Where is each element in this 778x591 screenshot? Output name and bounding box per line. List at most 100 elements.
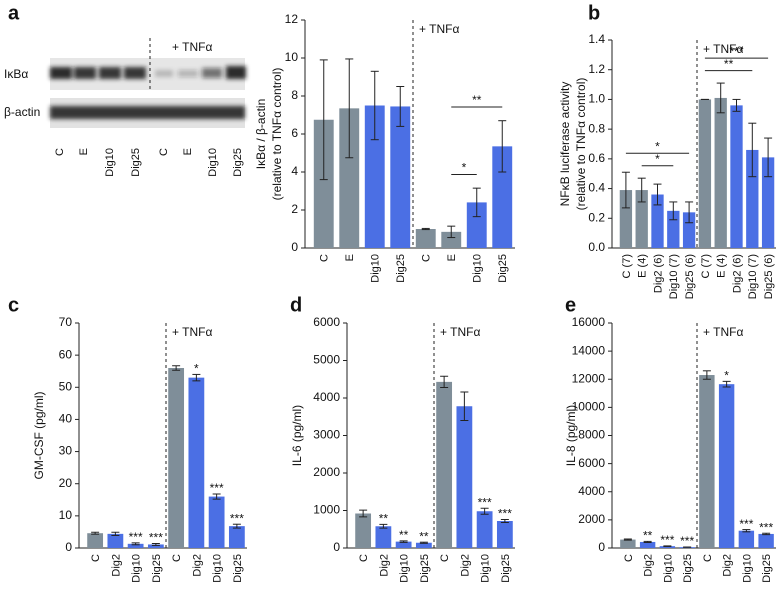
bar bbox=[730, 105, 743, 248]
y-tick-label: 2 bbox=[291, 202, 298, 216]
bar bbox=[699, 375, 715, 548]
x-tick-label: Dig10 bbox=[131, 554, 143, 583]
significance: * bbox=[462, 161, 467, 175]
x-tick-label: C (7) bbox=[621, 254, 633, 278]
significance: ** bbox=[643, 529, 653, 543]
x-tick-label: E bbox=[446, 254, 458, 261]
bar bbox=[127, 543, 144, 548]
x-tick-label: Dig10 bbox=[370, 254, 382, 283]
x-tick-label: Dig10 bbox=[472, 254, 484, 283]
bar bbox=[476, 511, 493, 548]
significance: *** bbox=[729, 44, 743, 58]
significance: *** bbox=[230, 511, 244, 525]
bar bbox=[639, 541, 656, 548]
y-tick-label: 10 bbox=[59, 508, 73, 522]
x-tick-label: C bbox=[319, 254, 331, 262]
x-tick-label: Dig25 bbox=[395, 254, 407, 283]
x-tick-label: Dig10 bbox=[212, 554, 224, 583]
bar bbox=[208, 496, 225, 548]
bar bbox=[746, 149, 759, 248]
x-tick-label: C bbox=[358, 554, 370, 562]
x-tick-label: Dig25 bbox=[682, 554, 694, 583]
lane-label: Dig10 bbox=[207, 148, 219, 177]
bar bbox=[659, 546, 676, 548]
y-tick-label: 60 bbox=[59, 347, 73, 361]
y-tick-label: 0.6 bbox=[588, 151, 605, 165]
significance: *** bbox=[498, 507, 512, 521]
lane-label: E bbox=[182, 148, 194, 155]
x-tick-label: C bbox=[439, 554, 451, 562]
y-tick-label: 30 bbox=[59, 444, 73, 458]
bar bbox=[339, 108, 360, 248]
x-tick-label: Dig2 bbox=[110, 554, 122, 577]
annotation: + TNFα bbox=[703, 325, 743, 339]
x-tick-label: Dig10 bbox=[399, 554, 411, 583]
significance: *** bbox=[739, 517, 753, 531]
significance: ** bbox=[724, 57, 734, 71]
y-tick-label: 6 bbox=[291, 126, 298, 140]
x-tick-label: Dig2 bbox=[643, 554, 655, 577]
bar bbox=[228, 526, 245, 548]
y-tick-label: 0.0 bbox=[588, 240, 605, 254]
lane-label: C bbox=[158, 148, 170, 156]
bar bbox=[390, 106, 411, 248]
bar bbox=[107, 533, 124, 548]
y-tick-label: 40 bbox=[59, 412, 73, 426]
bar bbox=[492, 146, 513, 248]
bar bbox=[718, 384, 735, 548]
annotation: + TNFα bbox=[172, 325, 212, 339]
x-tick-label: Dig2 bbox=[722, 554, 734, 577]
x-tick-label: E (4) bbox=[716, 254, 728, 278]
bar bbox=[415, 542, 432, 548]
y-tick-label: 8000 bbox=[578, 428, 605, 442]
x-tick-label: C bbox=[421, 254, 433, 262]
blot-label: β-actin bbox=[4, 105, 40, 119]
bar bbox=[496, 521, 513, 548]
panel-letter: b bbox=[588, 2, 600, 24]
x-tick-label: Dig2 (6) bbox=[652, 254, 664, 293]
significance: *** bbox=[680, 534, 694, 548]
blot-image bbox=[50, 58, 246, 128]
y-tick-label: 12000 bbox=[572, 371, 606, 385]
x-tick-label: C (7) bbox=[700, 254, 712, 278]
y-tick-label: 4000 bbox=[578, 484, 605, 498]
x-tick-label: Dig25 bbox=[151, 554, 163, 583]
panel-letter: d bbox=[290, 294, 302, 316]
y-tick-label: 5000 bbox=[313, 353, 340, 367]
x-tick-label: Dig10 bbox=[741, 554, 753, 583]
significance: *** bbox=[210, 481, 224, 495]
lane-label: Dig25 bbox=[232, 148, 244, 177]
x-tick-label: C bbox=[623, 554, 635, 562]
x-tick-label: Dig10 (7) bbox=[668, 254, 680, 299]
x-tick-label: Dig25 (6) bbox=[684, 254, 696, 299]
significance: * bbox=[194, 362, 199, 376]
bar bbox=[441, 231, 462, 248]
x-tick-label: Dig10 bbox=[662, 554, 674, 583]
x-tick-label: C bbox=[90, 554, 102, 562]
significance: *** bbox=[129, 530, 143, 544]
x-tick-label: Dig25 bbox=[497, 254, 509, 283]
y-tick-label: 4000 bbox=[313, 390, 340, 404]
significance: * bbox=[724, 369, 729, 383]
bar bbox=[188, 377, 205, 548]
bar bbox=[651, 194, 664, 248]
y-tick-label: 1.2 bbox=[588, 62, 605, 76]
panel-letter: c bbox=[8, 294, 19, 316]
y-tick-label: 1000 bbox=[313, 503, 340, 517]
x-tick-label: Dig25 bbox=[761, 554, 773, 583]
x-tick-label: Dig25 (6) bbox=[763, 254, 775, 299]
x-tick-label: Dig2 bbox=[378, 554, 390, 577]
bar bbox=[375, 526, 392, 548]
panel-letter: a bbox=[8, 2, 20, 24]
bar bbox=[738, 530, 755, 548]
bar bbox=[168, 368, 185, 548]
x-tick-label: C bbox=[171, 554, 183, 562]
y-tick-label: 14000 bbox=[572, 343, 606, 357]
y-tick-label: 6000 bbox=[578, 456, 605, 470]
bar bbox=[364, 105, 385, 248]
y-tick-label: 70 bbox=[59, 315, 73, 329]
y-tick-label: 20 bbox=[59, 476, 73, 490]
y-tick-label: 12 bbox=[285, 12, 299, 26]
y-axis-label: (relative to TNFα control) bbox=[270, 68, 284, 201]
